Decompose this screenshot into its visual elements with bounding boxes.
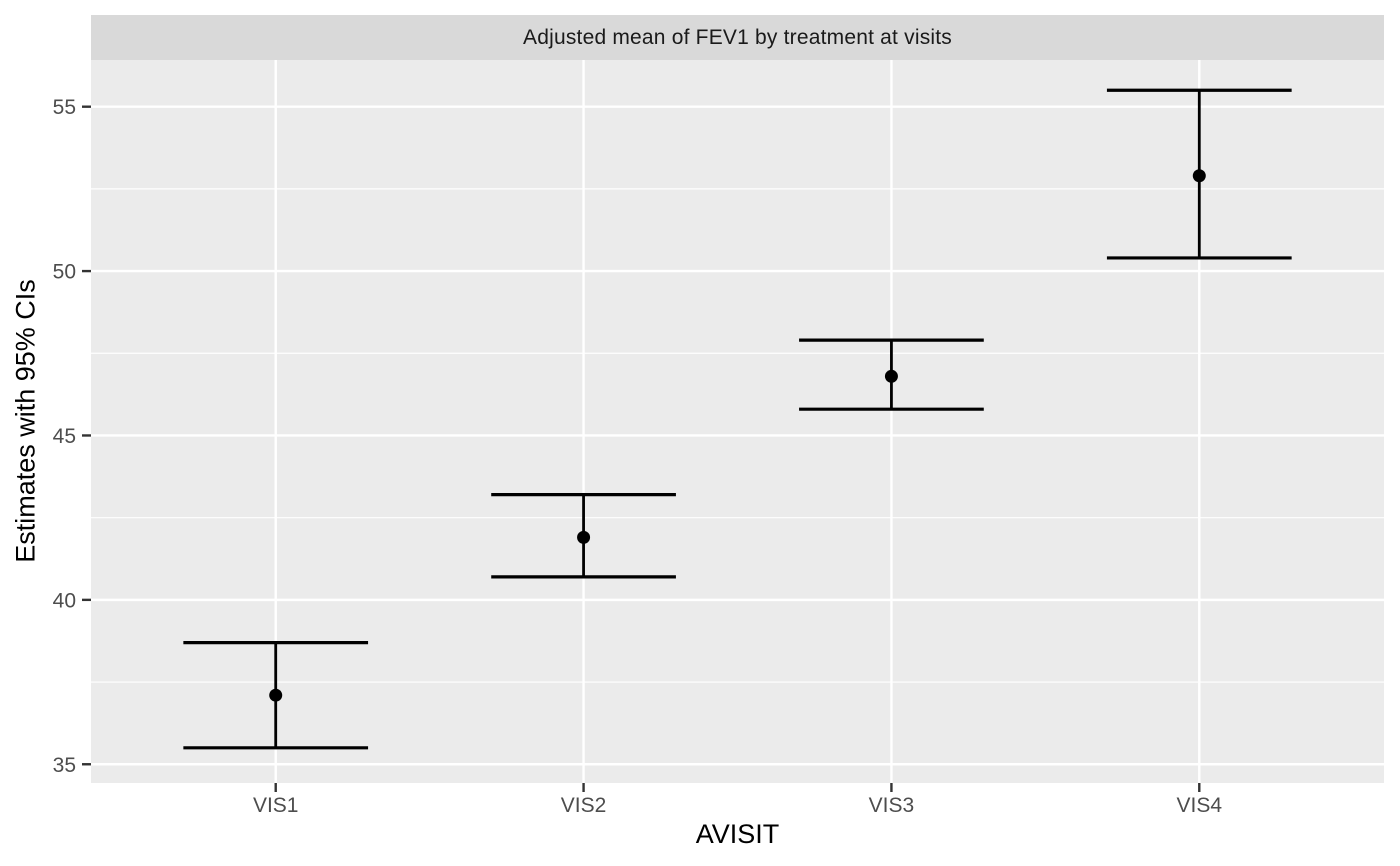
x-axis-title: AVISIT	[695, 819, 780, 849]
y-tick-label: 50	[53, 261, 76, 284]
x-tick-label: VIS1	[253, 794, 299, 817]
plot-title: Adjusted mean of FEV1 by treatment at vi…	[523, 25, 952, 49]
plot-panel	[91, 60, 1384, 783]
point-VIS4	[1192, 169, 1206, 183]
y-axis-title: Estimates with 95% CIs	[10, 279, 41, 563]
y-tick-label: 40	[53, 589, 76, 612]
point-VIS3	[884, 369, 898, 383]
y-tick-label: 55	[53, 96, 76, 119]
y-tick-label: 45	[53, 425, 76, 448]
plot-title-strip: Adjusted mean of FEV1 by treatment at vi…	[91, 15, 1384, 60]
point-VIS2	[577, 530, 591, 544]
y-tick-label: 35	[53, 754, 76, 777]
point-VIS1	[269, 688, 283, 702]
x-tick-label: VIS4	[1177, 794, 1223, 817]
x-tick-label: VIS2	[561, 794, 607, 817]
x-tick-label: VIS3	[869, 794, 915, 817]
